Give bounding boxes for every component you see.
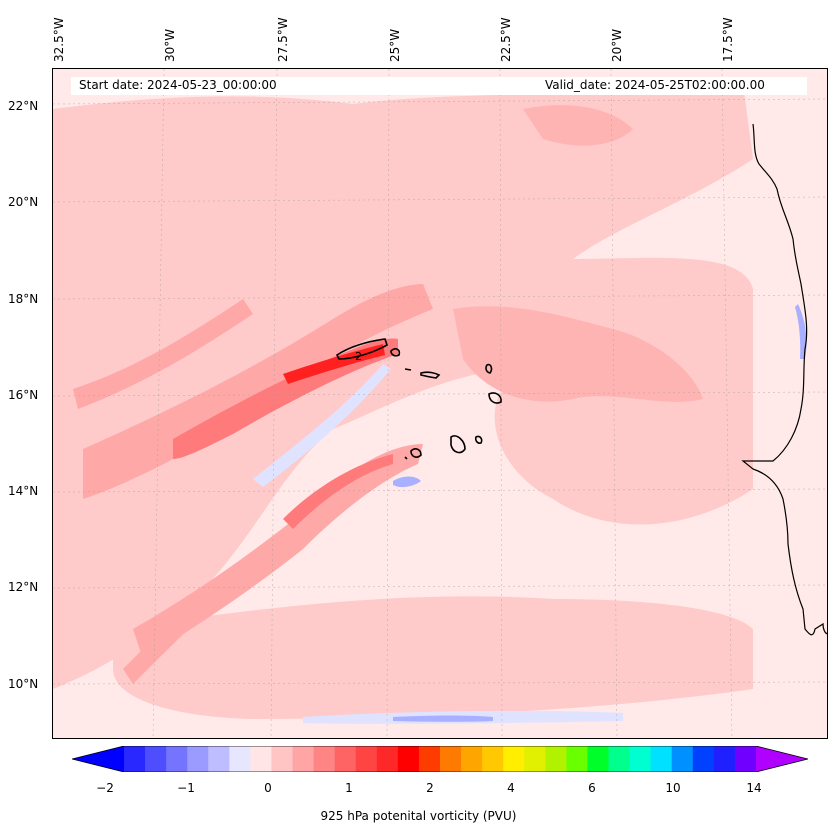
lat-label-20n: 20°N — [8, 195, 39, 209]
island-sal — [485, 363, 493, 374]
band-upper-left — [73, 299, 253, 409]
lon-label-32.5w: 32.5°W — [52, 17, 66, 62]
colorbar-segment — [124, 746, 146, 772]
island-maio — [474, 435, 483, 444]
band-main-core — [283, 344, 385, 384]
lon-label-20w: 20°W — [610, 28, 624, 62]
blue-coastal-streak — [795, 304, 807, 359]
colorbar-segment — [376, 746, 399, 772]
colorbar-segment — [145, 746, 167, 772]
colorbar-segment — [271, 746, 294, 772]
island-santo-antao — [335, 338, 388, 360]
blue-streak-central — [253, 364, 391, 487]
colorbar-segment — [208, 746, 230, 772]
colorbar-segment — [608, 746, 631, 772]
colorbar-segment — [461, 746, 483, 772]
colorbar-segment — [629, 746, 652, 772]
lat-label-12n: 12°N — [8, 580, 39, 594]
island-sao-nicolau — [420, 371, 441, 379]
colorbar-label: 925 hPa potenital vorticity (PVU) — [320, 809, 517, 823]
island-santa-luzia — [404, 368, 412, 371]
island-fogo — [410, 448, 422, 458]
lon-label-27.5w: 27.5°W — [276, 17, 290, 62]
band-main-outer — [83, 284, 433, 499]
contour-label-2: 2 — [355, 350, 362, 363]
colorbar-segment — [713, 746, 736, 772]
lat-label-10n: 10°N — [8, 677, 39, 691]
field-region-light — [53, 84, 753, 689]
colorbar-segment — [734, 746, 757, 772]
band-southwest — [123, 559, 253, 684]
colorbar-extend-min — [72, 746, 124, 772]
colorbar-segment — [292, 746, 315, 772]
field-region-medium-north — [523, 105, 633, 146]
colorbar-segment — [587, 746, 610, 772]
colorbar-segment — [355, 746, 378, 772]
island-sao-vicente — [390, 348, 401, 357]
start-date-label: Start date: 2024-05-23_00:00:00 — [79, 78, 277, 92]
island-santiago — [450, 435, 466, 454]
band-south-core — [283, 454, 393, 529]
colorbar-segment — [692, 746, 715, 772]
colorbar-segment — [313, 746, 336, 772]
colorbar-tick-4: 4 — [507, 781, 515, 795]
lat-label-16n: 16°N — [8, 388, 39, 402]
lon-label-22.5w: 22.5°W — [499, 17, 513, 62]
colorbar-segment — [229, 746, 251, 772]
graticule — [53, 69, 827, 738]
blue-strip-south-core — [393, 715, 493, 722]
colorbar-segment — [166, 746, 188, 772]
colorbar-tick-14: 14 — [746, 781, 762, 795]
colorbar-extend-max — [756, 746, 808, 772]
colorbar-segment — [482, 746, 504, 772]
date-header-strip — [71, 77, 807, 95]
colorbar-segment — [524, 746, 546, 772]
colorbar-segment — [418, 746, 441, 772]
coastline-africa — [741, 123, 827, 636]
lon-label-30w: 30°W — [163, 28, 177, 62]
colorbar-segment — [545, 746, 567, 772]
pv-field-map: 2 — [53, 69, 827, 738]
colorbar-segment — [440, 746, 462, 772]
colorbar-tick-6: 6 — [588, 781, 596, 795]
colorbar-segment — [503, 746, 525, 772]
colorbar-segment — [671, 746, 694, 772]
colorbar-segment — [566, 746, 588, 772]
colorbar-segment — [334, 746, 357, 772]
lat-label-22n: 22°N — [8, 99, 39, 113]
colorbar — [72, 746, 808, 772]
colorbar-segment — [397, 746, 420, 772]
colorbar-segment — [250, 746, 272, 772]
field-region-medium-east — [453, 306, 703, 402]
cape-verde-islands — [335, 338, 502, 460]
lat-label-14n: 14°N — [8, 484, 39, 498]
island-brava — [404, 456, 408, 460]
island-boa-vista — [488, 392, 502, 404]
valid-date-label: Valid_date: 2024-05-25T02:00:00.00 — [545, 78, 765, 92]
colorbar-segment — [187, 746, 209, 772]
colorbar-tick-neg2: −2 — [96, 781, 114, 795]
colorbar-tick-10: 10 — [665, 781, 681, 795]
lat-label-18n: 18°N — [8, 292, 39, 306]
colorbar-tick-1: 1 — [345, 781, 353, 795]
colorbar-tick-0: 0 — [264, 781, 272, 795]
lon-label-25w: 25°W — [388, 28, 402, 62]
colorbar-segment — [650, 746, 673, 772]
lon-label-17.5w: 17.5°W — [721, 17, 735, 62]
blue-spot-mid — [393, 476, 421, 488]
colorbar-tick-neg1: −1 — [177, 781, 195, 795]
field-region-light-south — [113, 596, 753, 719]
band-main-mid — [173, 338, 398, 459]
map-panel: 2 Start date: 2024-05-23_00:00:00 Valid_… — [52, 68, 828, 739]
colorbar-tick-2: 2 — [426, 781, 434, 795]
